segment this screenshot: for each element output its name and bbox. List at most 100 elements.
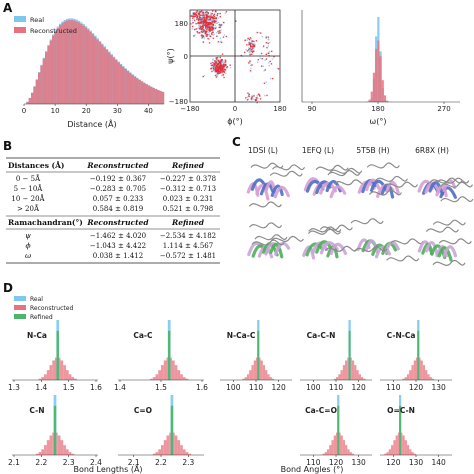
table-head-dist-0: Distances (Å)	[8, 161, 64, 170]
rama-point-reconstructed	[259, 95, 261, 97]
rama-point-reconstructed	[205, 24, 207, 27]
rama-point-real	[198, 20, 200, 22]
bond-length-tick-label: 2.1	[128, 458, 140, 467]
rama-point-reconstructed	[196, 15, 199, 17]
distance-bar-reconstructed	[117, 62, 120, 104]
bond-length-bar-reconstructed	[71, 377, 75, 380]
rama-point-reconstructed	[260, 32, 262, 34]
structure-loop	[269, 170, 303, 177]
rama-point-reconstructed	[248, 93, 251, 96]
rama-point-reconstructed	[209, 17, 212, 20]
table-cell: 1.114 ± 4.567	[163, 242, 213, 250]
structure-label-3: 6R8X (H)	[415, 146, 449, 155]
rama-point-reconstructed	[260, 65, 263, 67]
rama-point-real	[252, 48, 254, 50]
distance-bar-reconstructed	[105, 50, 109, 104]
rama-point-reconstructed	[246, 44, 248, 46]
rama-point-reconstructed	[209, 17, 211, 19]
rama-point-real	[267, 45, 270, 47]
rama-point-real	[220, 29, 222, 31]
bond-length-bar-refined	[167, 330, 171, 380]
rama-point-real	[201, 15, 204, 17]
structure-loop	[386, 255, 420, 262]
rama-point-reconstructed	[205, 18, 207, 20]
rama-point-reconstructed	[216, 62, 218, 64]
rama-point-reconstructed	[211, 26, 214, 28]
distance-bar-reconstructed	[108, 52, 111, 104]
rama-point-reconstructed	[207, 37, 209, 40]
rama-point-reconstructed	[225, 60, 227, 62]
rama-point-reconstructed	[251, 50, 253, 53]
rama-point-reconstructed	[221, 71, 223, 73]
rama-point-real	[256, 97, 259, 99]
bond-length-bar-reconstructed	[171, 360, 175, 380]
structure-strand	[305, 242, 324, 257]
rama-point-reconstructed	[204, 19, 207, 21]
table-row: 0 − 5Å −0.192 ± 0.367 −0.227 ± 0.378	[16, 174, 216, 183]
rama-point-reconstructed	[205, 15, 208, 17]
distance-axis: 0 10 20 30 40	[22, 103, 164, 115]
rama-point-reconstructed	[195, 14, 198, 16]
rama-point-reconstructed	[211, 33, 213, 35]
rama-point-reconstructed	[201, 27, 203, 30]
rama-point-reconstructed	[193, 13, 196, 15]
rama-point-real	[212, 58, 214, 60]
omega-histogram	[311, 16, 445, 104]
rama-point-reconstructed	[201, 36, 204, 39]
rama-point-reconstructed	[224, 68, 227, 71]
rama-point-reconstructed	[208, 19, 210, 21]
rama-point-reconstructed	[196, 30, 198, 33]
structure-strand	[255, 184, 270, 201]
bond-angle-bar-reconstructed	[404, 440, 407, 455]
distance-bar-reconstructed	[75, 21, 78, 104]
distance-bar-reconstructed	[70, 20, 74, 104]
bond-length-bar-reconstructed	[150, 378, 153, 380]
distance-bar-reconstructed	[140, 81, 144, 104]
rama-point-real	[256, 96, 259, 98]
rama-point-reconstructed	[235, 20, 237, 22]
distance-bar-reconstructed	[138, 79, 141, 104]
distance-bar-reconstructed	[131, 74, 134, 104]
distance-bar-reconstructed	[103, 47, 106, 104]
rama-point-reconstructed	[202, 26, 204, 29]
rama-point-reconstructed	[217, 71, 219, 73]
rama-point-real	[204, 12, 206, 15]
rama-point-reconstructed	[216, 65, 218, 67]
distance-bar-reconstructed	[110, 55, 113, 104]
bond-length-bar-reconstructed	[44, 374, 47, 380]
bond-angle-bar-reconstructed	[360, 377, 364, 380]
bond-angle-bar-reconstructed	[331, 440, 334, 455]
rama-point-reconstructed	[265, 58, 268, 60]
rama-point-real	[212, 64, 215, 66]
bond-length-tick-label: 2.2	[35, 458, 47, 467]
bond-lengths-xlabel: Bond Lengths (Å)	[73, 463, 142, 474]
rama-point-reconstructed	[205, 17, 207, 19]
rama-point-reconstructed	[221, 66, 223, 68]
rama-point-reconstructed	[247, 92, 249, 94]
rama-point-reconstructed	[249, 46, 252, 48]
table-head-rama-0: Ramachandran(°)	[8, 218, 83, 227]
bond-length-bar-reconstructed	[38, 378, 42, 380]
rama-point-reconstructed	[215, 68, 218, 70]
bond-angle-bar-reconstructed	[409, 370, 412, 380]
rama-point-real	[222, 62, 224, 65]
distance-bar-reconstructed	[49, 40, 53, 104]
distance-tick-label: 40	[144, 107, 153, 115]
rama-point-reconstructed	[198, 18, 200, 20]
rama-point-real	[212, 59, 214, 61]
structure-strand	[329, 242, 348, 256]
rama-point-real	[271, 58, 274, 60]
rama-point-reconstructed	[255, 97, 258, 99]
bond-angle-bar-reconstructed	[425, 370, 428, 380]
rama-point-reconstructed	[220, 24, 222, 26]
rama-point-reconstructed	[249, 47, 251, 50]
rama-point-reconstructed	[192, 17, 194, 19]
rama-point-reconstructed	[244, 39, 246, 42]
bond-angle-tick-label: 120	[386, 458, 401, 467]
distance-bar-reconstructed	[161, 92, 165, 104]
rama-point-reconstructed	[198, 32, 201, 34]
rama-point-real	[217, 73, 219, 76]
rama-point-real	[211, 29, 214, 32]
rama-point-reconstructed	[211, 28, 214, 30]
rama-point-reconstructed	[193, 15, 196, 18]
